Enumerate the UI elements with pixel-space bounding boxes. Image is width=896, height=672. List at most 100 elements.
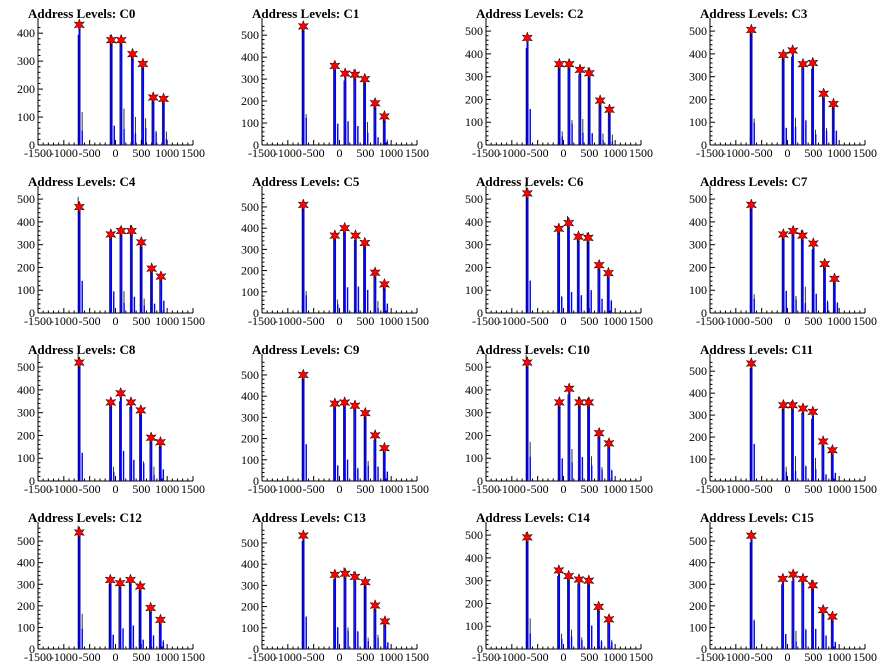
histogram-panel: Address Levels: C3 0 100 200 300 400 500 -1500-… — [672, 0, 896, 168]
peak-marker — [105, 227, 117, 241]
x-tick-label: 500 — [580, 650, 598, 664]
peak-marker — [582, 231, 594, 245]
y-tick-label: 500 — [465, 24, 483, 38]
peak-bar — [364, 417, 367, 481]
x-tick-label: 1000 — [379, 650, 403, 664]
peak-bar — [364, 586, 367, 649]
peak-bar — [578, 583, 581, 649]
x-tick-label: -1000 — [50, 482, 78, 496]
peak-marker — [573, 573, 585, 587]
sub-bar — [795, 299, 797, 313]
x-tick-label: 500 — [580, 146, 598, 160]
y-tick-label: 200 — [17, 599, 35, 613]
peak-bar — [150, 441, 153, 481]
peak-bar — [588, 77, 591, 145]
peak-bar — [334, 239, 337, 313]
y-tick-label: 100 — [241, 285, 259, 299]
y-tick-label: 100 — [465, 619, 483, 633]
peak-marker — [826, 610, 839, 624]
peak-bar — [383, 452, 386, 481]
peak-bar — [812, 415, 815, 481]
sub-bar — [133, 296, 136, 313]
peak-bar — [78, 536, 81, 649]
x-tick-label: 1500 — [405, 650, 429, 664]
peak-bar — [750, 367, 753, 481]
sub-bar — [163, 300, 165, 313]
peak-marker — [104, 573, 116, 587]
peak-bar — [608, 447, 611, 481]
y-tick-label: 300 — [689, 577, 707, 591]
sub-bar — [805, 630, 807, 649]
histogram-svg: Address Levels: C11 0 100 200 300 400 500 -1500… — [689, 342, 877, 496]
peak-bar — [598, 269, 601, 313]
peak-marker — [553, 395, 566, 409]
sub-bar — [153, 304, 156, 313]
panel-title: Address Levels: C14 — [476, 510, 590, 525]
peak-marker — [593, 258, 605, 272]
peak-marker — [553, 57, 566, 71]
y-tick-label: 300 — [17, 54, 35, 68]
sub-bar — [794, 126, 797, 145]
y-tick-label: 200 — [465, 596, 483, 610]
peak-marker — [603, 436, 615, 450]
sub-bar — [305, 118, 307, 145]
peak-marker — [827, 97, 840, 111]
sub-bar — [387, 642, 389, 649]
sub-bar — [753, 299, 755, 313]
histogram-panel: Address Levels: C8 0 100 200 300 400 500 -1500-… — [0, 336, 224, 504]
x-tick-label: -1000 — [498, 650, 526, 664]
x-tick-label: 0 — [113, 650, 119, 664]
panel-title: Address Levels: C9 — [252, 342, 360, 357]
sub-bar — [386, 303, 389, 313]
x-tick-label: 500 — [132, 314, 150, 328]
y-tick-label: 300 — [17, 577, 35, 591]
peak-bar — [383, 288, 386, 313]
peak-marker — [819, 257, 831, 271]
peak-bar — [558, 68, 561, 145]
peak-bar — [608, 113, 611, 145]
histogram-svg: Address Levels: C70100200300400500-1500-… — [689, 174, 877, 328]
sub-bar — [165, 138, 168, 145]
sub-bar — [377, 637, 379, 649]
y-tick-label: 200 — [465, 260, 483, 274]
sub-bar — [815, 134, 817, 145]
y-tick-label: 300 — [241, 242, 259, 256]
peak-bar — [588, 584, 591, 649]
y-tick-label: 100 — [689, 283, 707, 297]
sub-bar — [152, 635, 155, 649]
sub-bar — [570, 292, 573, 313]
sub-bar — [386, 471, 389, 481]
histogram-panel: Address Levels: C9 0 100 200 300 400 500 -1500-… — [224, 336, 448, 504]
x-tick-label: 1000 — [155, 650, 179, 664]
peak-bar — [822, 97, 825, 145]
peak-marker — [796, 229, 809, 243]
x-tick-label: 1500 — [181, 146, 205, 160]
sub-bar — [122, 628, 124, 649]
x-tick-label: 1500 — [405, 146, 429, 160]
y-tick-label: 400 — [17, 26, 35, 40]
peak-bar — [131, 58, 134, 145]
x-tick-label: 1000 — [827, 314, 851, 328]
panel-title: Address Levels: C15 — [700, 510, 814, 525]
sub-bar — [347, 121, 349, 145]
peak-marker — [797, 401, 809, 416]
peak-bar — [526, 366, 529, 481]
sub-bar — [581, 640, 583, 649]
histogram-panel: Address Levels: C12 0 100 200 300 400 500 -1500… — [0, 504, 224, 672]
peak-marker — [807, 405, 819, 419]
peak-bar — [130, 235, 133, 313]
x-tick-label: 1500 — [629, 146, 653, 160]
peak-bar — [577, 240, 580, 313]
y-tick-label: 400 — [465, 47, 483, 61]
x-tick-label: -500 — [79, 650, 101, 664]
sub-bar — [143, 305, 145, 313]
y-tick-label: 300 — [465, 406, 483, 420]
x-tick-label: -500 — [751, 314, 773, 328]
x-tick-label: 500 — [580, 482, 598, 496]
sub-bar — [337, 123, 339, 145]
y-tick-label: 500 — [689, 24, 707, 38]
x-tick-label: 0 — [561, 146, 567, 160]
sub-bar — [162, 641, 165, 649]
peak-bar — [130, 406, 133, 481]
peak-bar — [119, 587, 122, 649]
